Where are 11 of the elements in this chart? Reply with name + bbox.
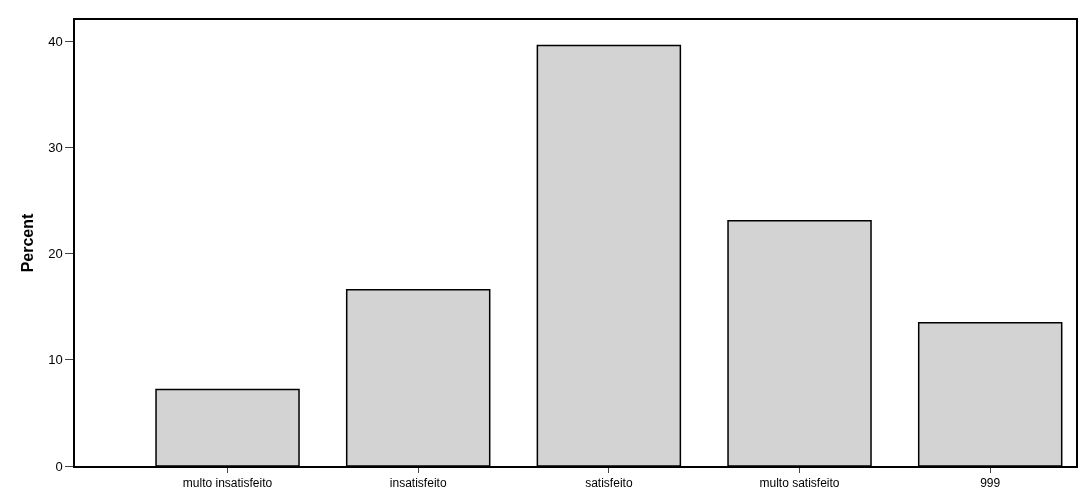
y-tick-label: 10 bbox=[48, 352, 63, 368]
x-tick-label: insatisfeito bbox=[389, 476, 447, 491]
y-tick-label: 20 bbox=[48, 246, 63, 262]
y-axis-title: Percent bbox=[18, 212, 36, 273]
x-tick-label: satisfeito bbox=[585, 476, 633, 491]
y-tick-label: 30 bbox=[48, 139, 63, 155]
x-tick-label: multo insatisfeito bbox=[182, 476, 273, 491]
x-tick-label: multo satisfeito bbox=[759, 476, 840, 491]
y-tick-label: 40 bbox=[48, 33, 63, 49]
y-tick-label: 0 bbox=[55, 458, 63, 474]
x-tick-label: 999 bbox=[980, 476, 1001, 491]
